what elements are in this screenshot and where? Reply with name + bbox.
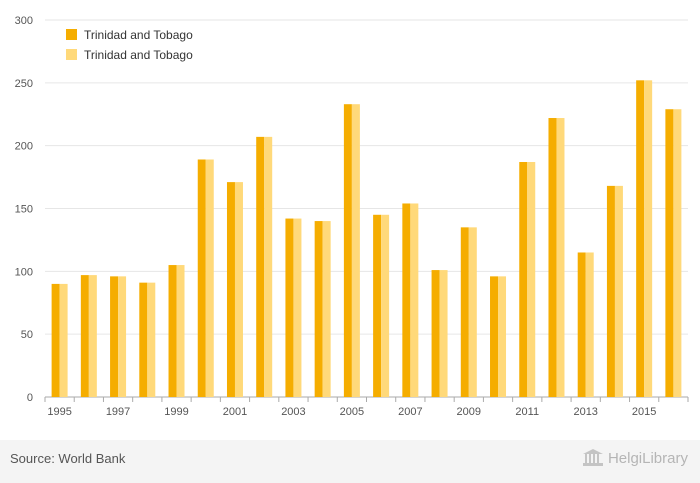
x-tick-label: 1999 — [164, 406, 188, 418]
source-label: Source: World Bank — [10, 451, 126, 466]
y-tick-label: 150 — [15, 204, 33, 216]
bar-2009-series-2[interactable] — [468, 227, 477, 397]
bar-1998-series-1[interactable] — [139, 282, 148, 397]
bar-2013-series-2[interactable] — [585, 252, 594, 397]
legend-swatch — [66, 49, 77, 60]
bar-2009-series-1[interactable] — [460, 227, 469, 397]
bar-2015-series-2[interactable] — [644, 80, 653, 397]
bar-1997-series-1[interactable] — [110, 276, 119, 397]
bar-2013-series-1[interactable] — [577, 252, 586, 397]
bar-2007-series-1[interactable] — [402, 203, 411, 397]
y-tick-label: 0 — [27, 392, 33, 404]
legend: Trinidad and Tobago Trinidad and Tobago — [66, 28, 193, 62]
bar-2016-series-2[interactable] — [673, 109, 682, 398]
bar-2003-series-1[interactable] — [285, 218, 294, 397]
bar-2011-series-2[interactable] — [527, 162, 536, 397]
brand-name: HelgiLibrary — [607, 449, 688, 467]
bar-chart: 0 50 100 150 200 250 300 1995 1997 1999 2001 2003 2… — [15, 15, 689, 418]
bar-2000-series-1[interactable] — [197, 159, 206, 397]
x-tick-label: 2007 — [398, 406, 422, 418]
y-axis-ticks: 0 50 100 150 200 250 300 — [15, 15, 33, 404]
bars — [51, 80, 682, 398]
legend-label[interactable]: Trinidad and Tobago — [84, 28, 193, 42]
x-tick-label: 2001 — [223, 406, 247, 418]
bar-2000-series-2[interactable] — [205, 159, 214, 397]
brand-logo[interactable]: HelgiLibrary — [582, 449, 688, 467]
bar-2012-series-1[interactable] — [548, 118, 557, 398]
bar-2001-series-1[interactable] — [226, 182, 235, 397]
bar-2008-series-1[interactable] — [431, 270, 440, 397]
bar-2006-series-2[interactable] — [381, 214, 390, 397]
bar-2016-series-1[interactable] — [665, 109, 674, 398]
y-tick-label: 300 — [15, 15, 33, 27]
bar-2001-series-2[interactable] — [234, 182, 243, 397]
x-tick-label: 1995 — [47, 406, 71, 418]
bar-1995-series-1[interactable] — [51, 283, 60, 397]
library-icon — [582, 449, 603, 466]
bar-2004-series-2[interactable] — [322, 221, 331, 397]
bar-2010-series-1[interactable] — [490, 276, 499, 397]
bar-2005-series-1[interactable] — [343, 104, 352, 398]
bar-2010-series-2[interactable] — [498, 276, 507, 397]
x-tick-label: 2003 — [281, 406, 305, 418]
legend-label[interactable]: Trinidad and Tobago — [84, 48, 193, 62]
bar-2008-series-2[interactable] — [439, 270, 448, 397]
bar-2002-series-2[interactable] — [264, 136, 273, 397]
bar-2015-series-1[interactable] — [636, 80, 645, 397]
bar-2014-series-1[interactable] — [606, 185, 615, 397]
y-tick-label: 250 — [15, 78, 33, 90]
bar-2003-series-2[interactable] — [293, 218, 302, 397]
bar-2004-series-1[interactable] — [314, 221, 323, 397]
bar-2011-series-1[interactable] — [519, 162, 528, 397]
x-tick-label: 2005 — [340, 406, 364, 418]
bar-2014-series-2[interactable] — [614, 185, 623, 397]
y-tick-label: 200 — [15, 141, 33, 153]
bar-2006-series-1[interactable] — [373, 214, 382, 397]
y-tick-label: 100 — [15, 266, 33, 278]
bar-1999-series-1[interactable] — [168, 265, 177, 397]
bar-1996-series-2[interactable] — [88, 275, 97, 397]
bar-2012-series-2[interactable] — [556, 118, 565, 398]
x-tick-label: 2009 — [457, 406, 481, 418]
x-axis-ticks: 1995 1997 1999 2001 2003 2005 2007 2009 2011 2013… — [44, 397, 689, 418]
x-tick-label: 1997 — [106, 406, 130, 418]
bar-1998-series-2[interactable] — [147, 282, 156, 397]
bar-2005-series-2[interactable] — [351, 104, 360, 398]
bar-1997-series-2[interactable] — [118, 276, 127, 397]
x-tick-label: 2015 — [632, 406, 656, 418]
bar-1996-series-1[interactable] — [80, 275, 89, 397]
footer: Source: World Bank HelgiLibrary — [0, 440, 700, 483]
bar-1999-series-2[interactable] — [176, 265, 185, 397]
legend-swatch — [66, 29, 77, 40]
x-tick-label: 2013 — [573, 406, 597, 418]
y-tick-label: 50 — [21, 329, 33, 341]
bar-2007-series-2[interactable] — [410, 203, 419, 397]
bar-1995-series-2[interactable] — [59, 283, 68, 397]
x-tick-label: 2011 — [515, 406, 539, 418]
bar-2002-series-1[interactable] — [256, 136, 265, 397]
